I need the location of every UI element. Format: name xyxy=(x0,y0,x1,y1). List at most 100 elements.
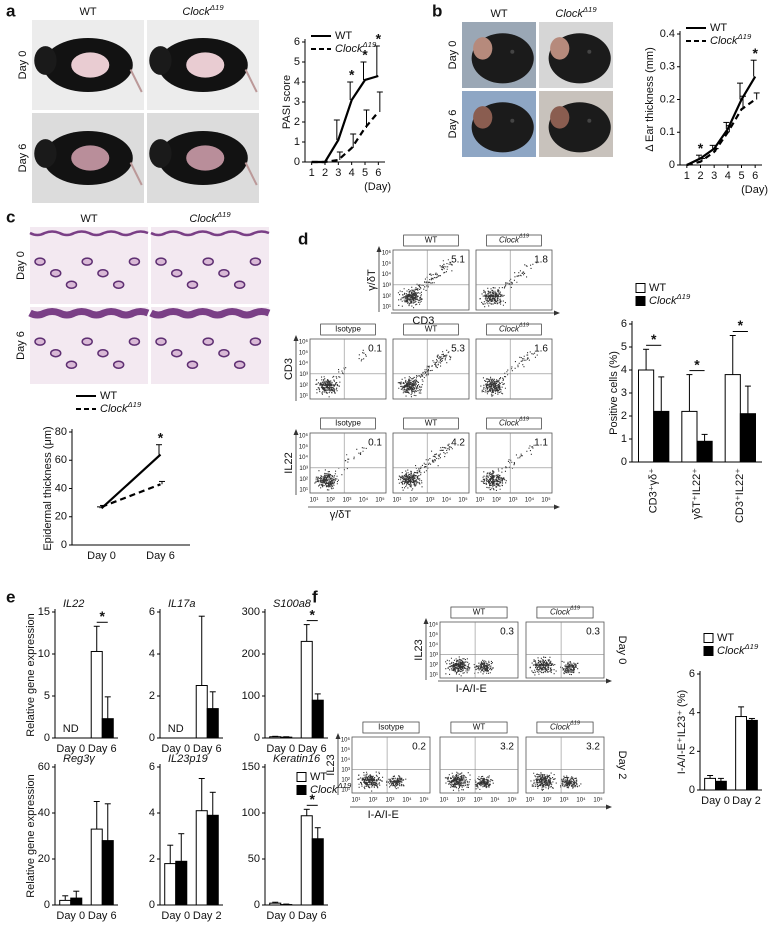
photo-eye xyxy=(510,49,515,54)
text-part: Δ19 xyxy=(569,721,580,727)
photo-mouse-head xyxy=(34,139,57,168)
chart-title: S100a8 xyxy=(273,598,312,610)
y-tick-label: 0.4 xyxy=(660,28,675,40)
x-tick-label: 1 xyxy=(684,170,690,182)
annotation: * xyxy=(100,608,106,624)
photo-ear xyxy=(473,37,493,60)
flow-y-axis-label: IL23 xyxy=(325,754,337,775)
photo-row-label: Day 6 xyxy=(447,110,459,139)
flow-header: WT xyxy=(425,236,438,245)
x-tick-label: 2 xyxy=(697,170,703,182)
y-tick-label: 60 xyxy=(38,761,50,773)
text-part: Δ19 xyxy=(582,5,597,14)
bar xyxy=(300,640,313,739)
y-tick-label: 5 xyxy=(44,690,50,702)
line-series xyxy=(311,111,380,164)
x-tick-label: 3 xyxy=(335,167,341,179)
text-part: Clock xyxy=(550,608,571,617)
photo-mouse-head xyxy=(149,139,172,168)
bar xyxy=(70,897,83,906)
flow-events xyxy=(314,447,367,491)
y-tick-label: 0 xyxy=(149,732,155,744)
bar xyxy=(724,374,741,463)
x-tick-label: 5 xyxy=(738,170,744,182)
text-part: Clock xyxy=(182,6,210,18)
flow-header: WT xyxy=(425,325,438,334)
bar xyxy=(653,410,670,463)
flow-y-tick-label: 10¹ xyxy=(299,394,308,400)
flow-value: 0.3 xyxy=(500,627,514,638)
text-part: Clock xyxy=(499,325,520,334)
bar xyxy=(90,828,103,906)
y-tick-label: 0 xyxy=(254,899,260,911)
flow-header-box xyxy=(450,606,508,619)
text-part: Clock xyxy=(717,645,745,657)
flow-y-tick-label: 10² xyxy=(341,778,350,784)
y-axis-label: Relative gene expression xyxy=(25,613,37,737)
text-part: Δ19 xyxy=(127,400,142,409)
arrow-head xyxy=(376,246,382,252)
annotation: * xyxy=(752,45,758,61)
photo-follicle xyxy=(34,337,46,346)
photo-follicle xyxy=(112,280,125,289)
flow-y-tick-label: 10⁶ xyxy=(299,339,309,346)
chart-title: IL23p19 xyxy=(168,753,208,765)
flow-x-tick-label: 10⁴ xyxy=(525,497,535,504)
flow-y-tick-label: 10⁴ xyxy=(382,271,392,278)
flow-x-tick-label: 10¹ xyxy=(526,798,535,804)
text-part: Δ19 xyxy=(209,3,224,12)
legend-label: ClockΔ19 xyxy=(710,32,752,47)
flow-y-tick-label: 10⁶ xyxy=(382,250,392,257)
text-part: Clock xyxy=(649,295,677,307)
y-tick-label: 0 xyxy=(254,732,260,744)
photo-follicle xyxy=(233,360,246,369)
y-tick-label: 0 xyxy=(669,159,675,171)
bar xyxy=(206,708,219,739)
flow-x-tick-label: 10² xyxy=(409,498,418,504)
flow-y-tick-label: 10⁴ xyxy=(429,642,439,649)
y-tick-label: 60 xyxy=(55,454,67,466)
text-part: Δ19 xyxy=(518,234,529,240)
bar xyxy=(101,840,114,906)
flow-events xyxy=(444,771,494,792)
legend-label: WT xyxy=(310,771,327,783)
photo-epidermis xyxy=(150,230,270,237)
flow-plot xyxy=(392,338,470,400)
flow-header-box xyxy=(403,234,459,247)
bar xyxy=(175,860,188,906)
bar xyxy=(90,650,103,739)
text-part: Δ19 xyxy=(518,323,529,329)
photo-mouse-head xyxy=(149,46,172,75)
photo-follicle xyxy=(34,257,46,266)
text-part: Δ19 xyxy=(737,32,752,41)
flow-value: 0.3 xyxy=(586,627,600,638)
y-tick-label: 3 xyxy=(621,387,627,399)
flow-y-tick-label: 10⁵ xyxy=(382,260,392,267)
photo-skin xyxy=(186,145,225,171)
x-tick-label: 4 xyxy=(349,167,355,179)
bar xyxy=(311,699,324,739)
photo-follicle xyxy=(97,348,109,358)
y-tick-label: 6 xyxy=(621,318,627,330)
y-axis-label: Positive cells (%) xyxy=(608,351,620,435)
photo-epidermis xyxy=(29,230,149,237)
y-tick-label: 2 xyxy=(149,690,155,702)
flow-value: 0.1 xyxy=(368,438,382,449)
bar xyxy=(696,440,713,463)
photo-follicle xyxy=(202,337,214,346)
flow-y-axis-label: IL23 xyxy=(413,639,425,660)
photo-column-label: ClockΔ19 xyxy=(182,3,224,18)
flow-value: 4.2 xyxy=(451,438,465,449)
flow-events xyxy=(480,444,535,491)
flow-y-tick-label: 10¹ xyxy=(341,788,350,794)
text-part: Δ19 xyxy=(676,292,691,301)
flow-x-axis-label: γ/δT xyxy=(330,509,352,521)
legend-label: WT xyxy=(649,282,666,294)
y-tick-label: 0.3 xyxy=(660,61,675,73)
annotation: * xyxy=(158,429,164,445)
flow-value: 0.2 xyxy=(412,742,426,753)
x-tick-label: Day 6 xyxy=(298,910,327,922)
flow-events xyxy=(480,351,538,397)
x-tick-label: Day 0 xyxy=(161,910,190,922)
